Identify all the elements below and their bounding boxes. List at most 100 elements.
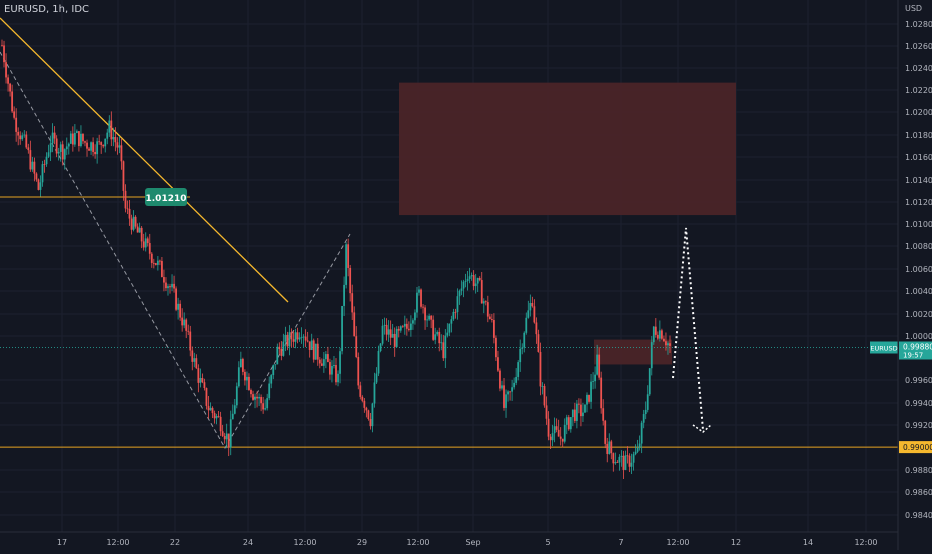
candle-body [375,373,378,383]
grid [0,0,898,532]
candle-body [582,412,584,417]
candle-body [424,307,426,321]
candle-body [377,351,380,374]
candle-body [130,218,133,230]
candle-body [543,386,546,406]
candle-body [440,342,443,344]
candle-body [320,363,323,366]
candle-body [665,341,667,346]
x-tick-label: 12 [731,538,741,547]
candle-body [363,400,366,408]
candle-body [409,323,412,330]
candle-body [472,275,475,287]
candle-body [195,358,198,369]
candle-body [21,135,24,140]
candle-body [667,343,669,346]
candle-body [126,208,129,210]
candle-body [636,447,639,452]
candle-body [618,456,621,463]
candle-body [345,244,348,285]
candle-body [351,293,354,313]
support-tag-value: 0.99000 [903,443,932,452]
candle-body [239,358,242,368]
candle-body [545,405,548,419]
candle-body [614,462,617,464]
candle-body [416,292,418,313]
candle-body [547,418,550,437]
candle-body [486,302,489,317]
projection-arrowhead [692,424,712,433]
candle-body [96,141,99,155]
candle-body [312,340,315,360]
candle-body [246,376,248,381]
symbol-tag-text: EURUSD [870,344,897,352]
candle-body [132,216,135,230]
candle-body [23,134,26,136]
candle-body [237,367,240,387]
candle-body [567,417,570,430]
candle-body [602,408,605,421]
candle-body [7,77,9,84]
candle-body [53,132,56,139]
candle-body [590,381,592,402]
y-tick-label: 1.01400 [905,176,932,185]
candle-body [648,368,651,395]
candle-body [401,326,404,328]
candle-body [442,342,445,359]
candle-body [140,227,143,242]
y-axis-title: USD [905,4,922,13]
candle-body [501,385,503,389]
candle-body [600,377,603,409]
candle-body [359,385,362,397]
candle-body [73,132,76,145]
candle-body [555,426,558,430]
candle-body [167,286,169,289]
candle-body [298,337,301,340]
candle-body [418,289,420,293]
candle-body [254,396,256,400]
candle-body [658,330,661,339]
candle-body [559,436,562,439]
candle-body [29,150,32,170]
y-tick-label: 0.98400 [905,511,932,520]
candle-body [213,413,216,419]
candle-body [515,376,518,383]
candle-body [495,337,497,358]
candle-body [41,164,44,183]
price-tag-time: 19:57 [903,351,923,359]
symbol-tag [870,341,898,354]
candle-body [169,286,171,288]
candle-body [438,331,441,344]
candle-body [258,397,260,399]
candle-body [138,227,141,233]
candle-body [262,403,265,410]
candle-body [49,143,52,153]
candle-body [616,462,619,463]
candle-body [82,133,84,142]
candle-body [288,332,291,347]
candle-body [353,312,356,337]
candle-body [606,443,609,454]
candle-body [444,335,447,359]
candle-body [191,350,194,362]
candle-body [197,368,200,383]
candle-body [420,289,422,307]
candle-body [282,341,285,356]
candle-body [608,441,611,454]
candle-body [569,417,572,430]
candle-body [51,132,54,144]
y-tick-label: 1.01000 [905,220,932,229]
candle-body [268,383,271,399]
candle-body [622,455,625,470]
callout-box [145,187,187,206]
candle-body [189,331,192,351]
candle-body [462,281,465,289]
candle-body [110,120,113,140]
candle-body [343,284,345,306]
candle-body [644,409,647,415]
callout-label-1.01210: 1.01210 [145,187,187,206]
